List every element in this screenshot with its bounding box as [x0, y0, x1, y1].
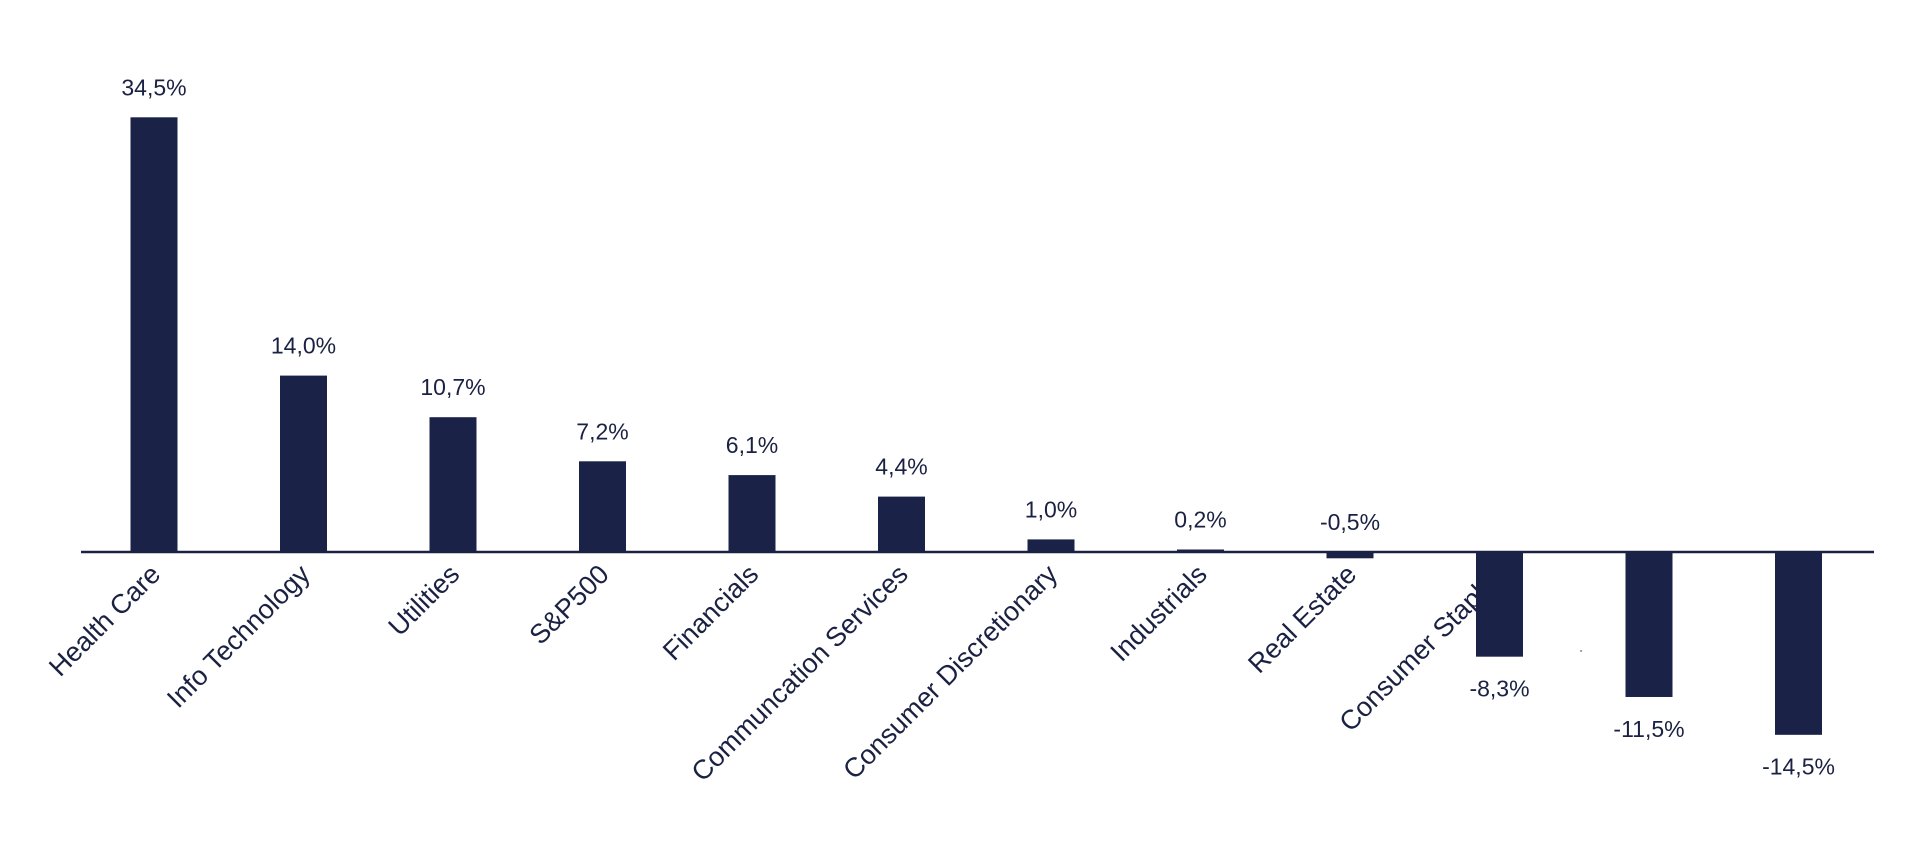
- data-labels-layer: 34,5% 14,0% 10,7% 7,2% 6,1% 4,4% 1,0% 0,2% -0,5%…: [121, 74, 1835, 779]
- bar-consumer-discretionary: [1027, 539, 1075, 552]
- category-label-sandp500: S&P500: [523, 559, 614, 650]
- bar-health-care: [130, 117, 178, 553]
- label-mask-materials: [1672, 554, 1775, 691]
- data-label-communcation-services: 4,4%: [875, 454, 927, 480]
- data-label-utilities: 10,7%: [420, 374, 485, 400]
- category-label-real-estate: Real Estate: [1242, 559, 1362, 679]
- label-mask-consumer-staples: [1523, 554, 1626, 651]
- data-label-energy: -14,5%: [1762, 754, 1835, 780]
- data-label-consumer-staples: -8,3%: [1469, 676, 1529, 702]
- data-label-real-estate: -0,5%: [1320, 509, 1380, 535]
- data-label-info-technology: 14,0%: [271, 333, 336, 359]
- category-label-utilities: Utilities: [383, 559, 466, 642]
- data-label-financials: 6,1%: [726, 432, 778, 458]
- bar-financials: [728, 475, 776, 552]
- bar-info-technology: [280, 375, 327, 552]
- bar-overlay-materials: [1625, 552, 1673, 697]
- category-label-health-care: Health Care: [43, 559, 166, 682]
- bar-overlay-energy: [1775, 552, 1822, 735]
- bar-real-estate: [1326, 552, 1374, 559]
- data-label-health-care: 34,5%: [121, 74, 186, 100]
- bar-communcation-services: [878, 496, 925, 552]
- data-label-materials: -11,5%: [1613, 716, 1684, 742]
- category-label-financials: Financials: [657, 559, 764, 666]
- data-label-industrials: 0,2%: [1174, 507, 1226, 533]
- data-label-consumer-discretionary: 1,0%: [1025, 496, 1077, 522]
- data-label-sandp500: 7,2%: [576, 418, 628, 444]
- bar-overlay-consumer-staples: [1476, 552, 1523, 657]
- category-label-info-technology: Info Technology: [161, 559, 316, 714]
- label-mask-energy: [1822, 554, 1920, 729]
- bar-sandp500: [579, 461, 626, 552]
- bar-utilities: [429, 417, 477, 552]
- category-label-industrials: Industrials: [1105, 559, 1213, 667]
